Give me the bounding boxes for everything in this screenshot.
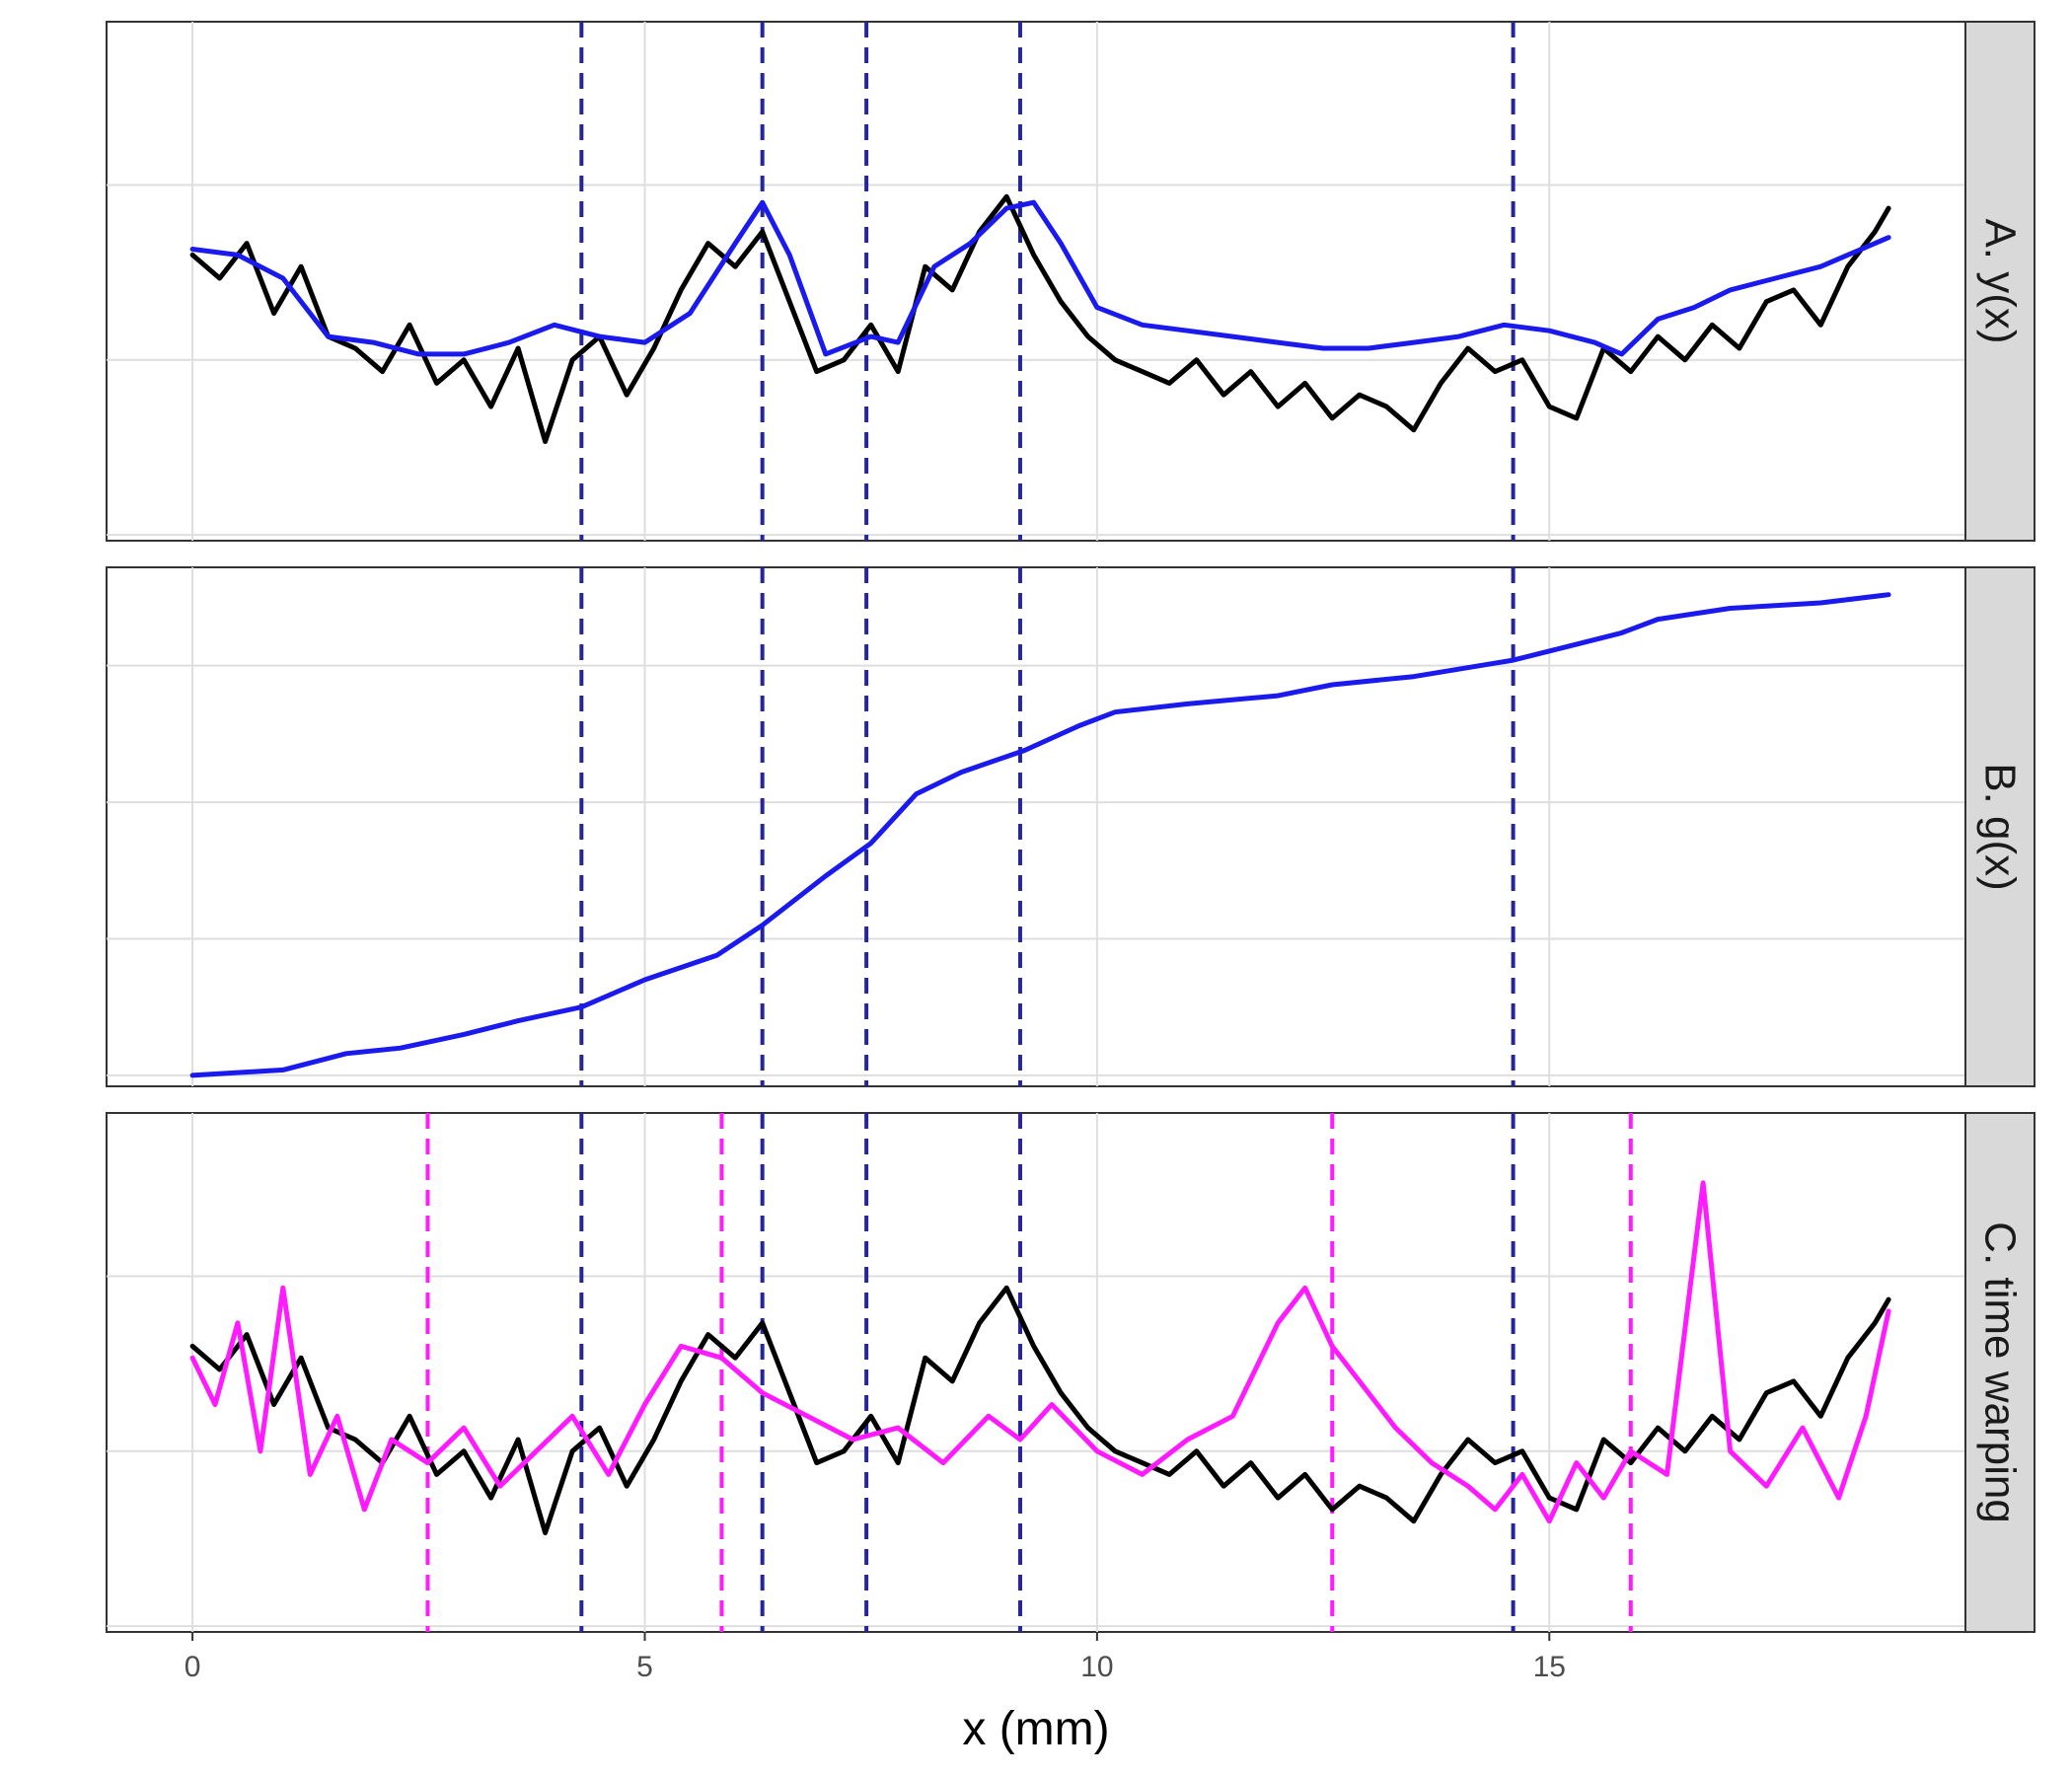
panel-c-series — [189, 1180, 1891, 1535]
panel-a-series-line-1 — [189, 199, 1891, 357]
x-tick-label-0: 0 — [185, 1651, 201, 1683]
panel-b-strip-label: B. g(x) — [1976, 763, 2025, 891]
panel-c-series-line-0 — [189, 1285, 1891, 1535]
panel-a: A. y(x) — [106, 21, 2035, 542]
panel-c-vlines — [425, 1113, 1633, 1632]
panel-c-plot-area — [106, 1112, 1966, 1633]
panel-c-series-line-1 — [189, 1180, 1891, 1524]
panel-c-strip — [1964, 1112, 2035, 1633]
panel-c-grid — [107, 1113, 1965, 1632]
panel-a-strip — [1964, 21, 2035, 542]
x-axis: 0 5 10 15 — [185, 1632, 1566, 1683]
panel-c: C. time warping — [106, 1112, 2035, 1633]
x-tick-label-15: 15 — [1533, 1651, 1566, 1683]
panel-b-series — [189, 592, 1891, 1078]
x-tick-label-10: 10 — [1080, 1651, 1113, 1683]
panel-b-series-line-0 — [189, 592, 1891, 1078]
panel-b-grid — [107, 567, 1965, 1086]
panel-b-strip — [1964, 566, 2035, 1087]
panel-a-plot-area — [106, 21, 1966, 542]
panel-a-grid — [107, 22, 1965, 541]
panel-b-vlines — [579, 567, 1516, 1086]
panel-c-strip-label: C. time warping — [1976, 1221, 2025, 1523]
panel-a-series-line-0 — [189, 193, 1891, 444]
x-axis-label: x (mm) — [962, 1703, 1109, 1755]
panel-a-vlines — [579, 22, 1516, 541]
panel-b: B. g(x) — [106, 566, 2035, 1087]
x-tick-label-5: 5 — [636, 1651, 653, 1683]
panel-b-plot-area — [106, 566, 1966, 1087]
panel-a-series — [189, 193, 1891, 444]
panel-a-strip-label: A. y(x) — [1976, 218, 2025, 343]
